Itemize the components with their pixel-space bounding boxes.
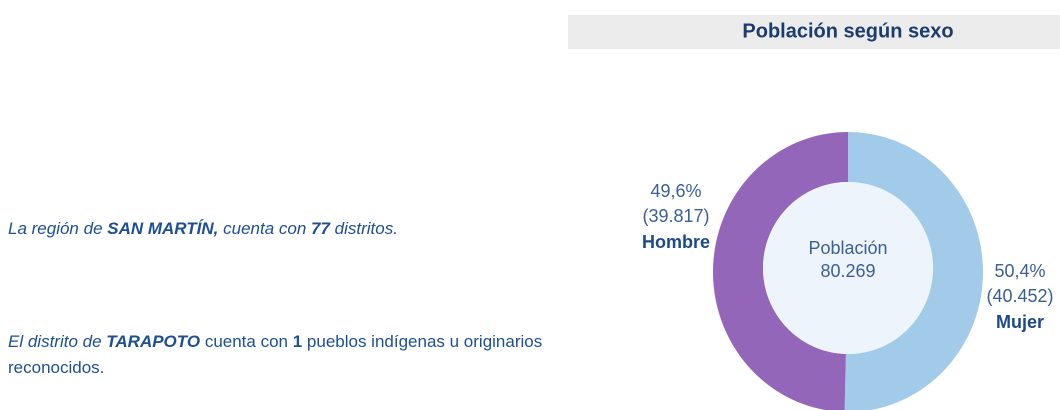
category-label: Hombre bbox=[642, 232, 710, 252]
text-run: TARAPOTO bbox=[106, 332, 201, 351]
donut-segment bbox=[713, 132, 848, 410]
donut-segment bbox=[844, 132, 983, 410]
value-label: 50,4% bbox=[994, 261, 1045, 281]
paragraph: El distrito de TARAPOTO cuenta con 1 pue… bbox=[8, 329, 548, 381]
count-label: (39.817) bbox=[642, 206, 709, 226]
text-run: distritos. bbox=[329, 219, 398, 238]
chart-title: Población según sexo bbox=[742, 20, 953, 42]
text-run: SAN MARTÍN, bbox=[107, 219, 219, 238]
text-run: 77 bbox=[311, 219, 330, 238]
category-label: Mujer bbox=[996, 312, 1044, 332]
value-label: 49,6% bbox=[650, 181, 701, 201]
text-run: cuenta con bbox=[200, 332, 293, 351]
text-run: cuenta con bbox=[218, 219, 312, 238]
count-label: (40.452) bbox=[986, 286, 1053, 306]
text-run: pueblos indígenas u originarios reconoci… bbox=[8, 332, 543, 377]
text-run: La región de bbox=[8, 219, 108, 238]
text-run: 1 bbox=[292, 332, 303, 351]
paragraph: La región de SAN MARTÍN, cuenta con 77 d… bbox=[8, 216, 548, 242]
center-label: Población bbox=[808, 238, 887, 258]
text-run: El distrito de bbox=[8, 332, 107, 351]
title-bar bbox=[568, 15, 1060, 49]
center-value: 80.269 bbox=[820, 261, 875, 281]
donut-hole bbox=[763, 182, 933, 354]
